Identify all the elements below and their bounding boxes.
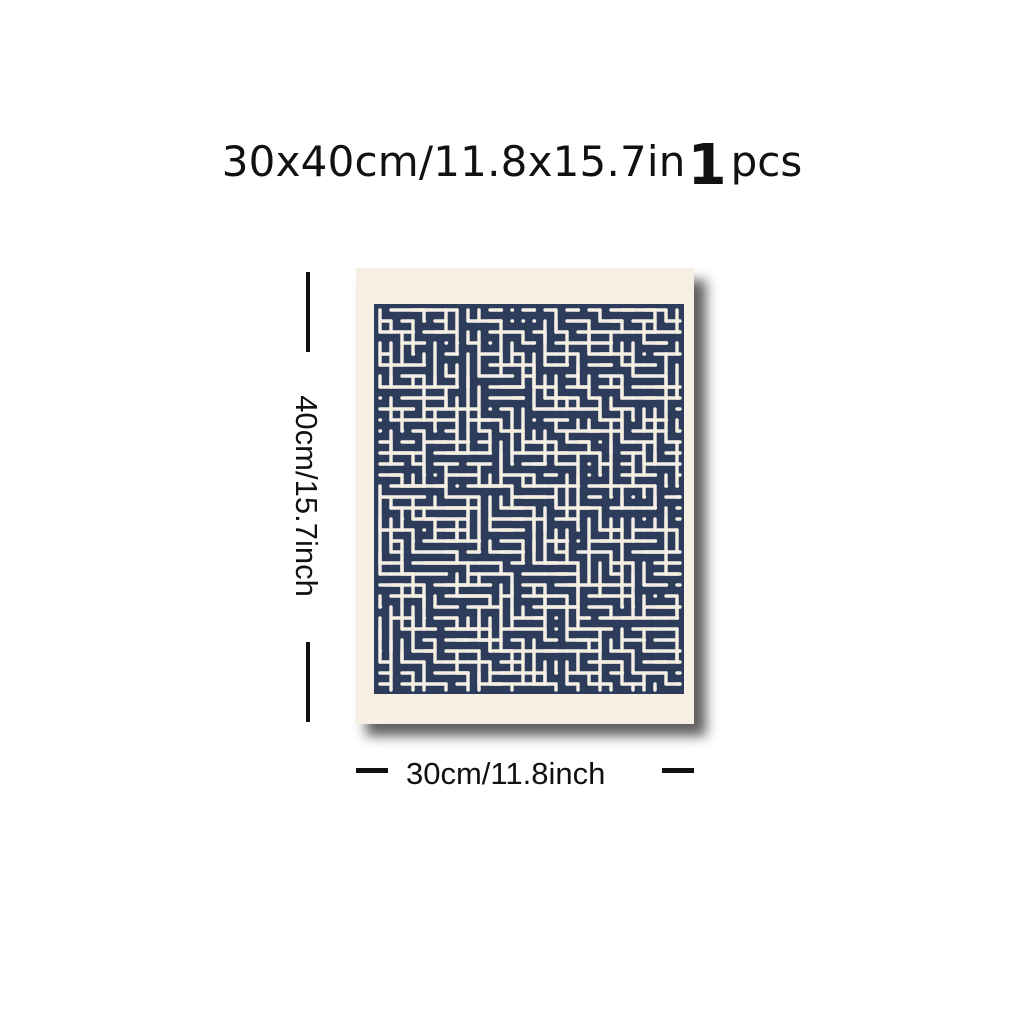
maze-lines — [378, 308, 682, 692]
maze-pattern-artwork — [374, 304, 684, 694]
maze-background — [374, 304, 684, 694]
height-dimension-label: 40cm/15.7inch — [289, 395, 324, 597]
poster-canvas — [356, 268, 694, 724]
height-dimension-line-top — [306, 272, 310, 352]
product-size-headline: 30x40cm/11.8x15.7in1pcs — [0, 138, 1024, 194]
width-dimension-label: 30cm/11.8inch — [406, 756, 606, 791]
width-dimension-line-left — [356, 768, 388, 773]
quantity-number: 1 — [687, 133, 727, 198]
size-text: 30x40cm/11.8x15.7in — [221, 137, 686, 186]
width-dimension-line-right — [662, 768, 694, 773]
height-dimension-line-bottom — [306, 642, 310, 722]
quantity-unit: pcs — [730, 137, 803, 186]
